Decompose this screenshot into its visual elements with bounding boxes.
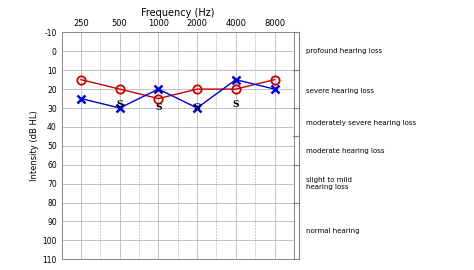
Text: S: S bbox=[155, 103, 162, 113]
Text: slight to mild
hearing loss: slight to mild hearing loss bbox=[306, 177, 352, 190]
Y-axis label: Intensity (dB HL): Intensity (dB HL) bbox=[30, 110, 39, 181]
Text: severe hearing loss: severe hearing loss bbox=[306, 88, 374, 94]
Text: S: S bbox=[117, 100, 123, 109]
Text: S: S bbox=[233, 100, 239, 109]
X-axis label: Frequency (Hz): Frequency (Hz) bbox=[141, 8, 215, 18]
Text: profound hearing loss: profound hearing loss bbox=[306, 48, 382, 54]
Text: S: S bbox=[194, 103, 201, 113]
Text: moderate hearing loss: moderate hearing loss bbox=[306, 148, 384, 154]
Text: normal hearing: normal hearing bbox=[306, 228, 359, 234]
Text: moderately severe hearing loss: moderately severe hearing loss bbox=[306, 120, 416, 126]
